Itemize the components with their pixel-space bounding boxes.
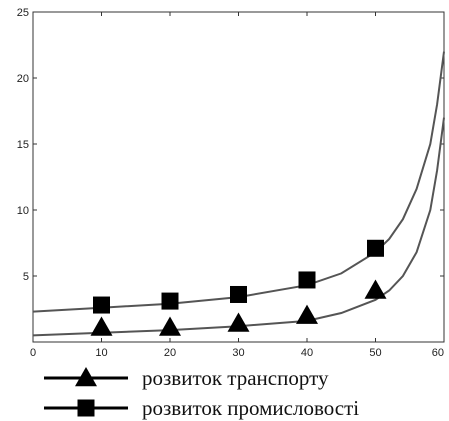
legend-label-0: розвиток транспорту xyxy=(142,366,329,390)
y-tick-label: 25 xyxy=(17,7,29,19)
series-line-1 xyxy=(32,51,445,313)
data-point-triangle xyxy=(364,279,387,299)
y-tick-label: 15 xyxy=(17,139,29,151)
legend-marker-triangle xyxy=(75,367,97,387)
y-tick-label: 5 xyxy=(23,271,29,283)
data-point-square xyxy=(367,239,384,257)
y-axis: 5 10 15 20 25 xyxy=(17,7,444,283)
legend-label-1: розвиток промисловості xyxy=(142,396,359,420)
data-point-triangle xyxy=(296,304,318,324)
y-tick-label: 10 xyxy=(17,205,29,217)
data-point-square xyxy=(230,285,247,303)
x-tick-label: 60 xyxy=(432,347,444,359)
data-point-triangle xyxy=(227,312,250,332)
legend-marker-square xyxy=(77,399,95,417)
x-axis: 0 10 20 30 40 50 60 xyxy=(30,12,445,359)
series-0 xyxy=(32,117,445,337)
x-tick-label: 30 xyxy=(232,347,244,359)
legend: розвиток транспорту розвиток промисловост… xyxy=(44,366,359,420)
series-layer xyxy=(32,51,445,337)
x-tick-label: 0 xyxy=(30,347,36,359)
x-tick-label: 40 xyxy=(301,347,313,359)
data-point-square xyxy=(93,296,110,314)
data-point-square xyxy=(298,271,316,289)
data-point-square xyxy=(161,292,179,310)
y-tick-label: 20 xyxy=(17,73,29,85)
data-point-triangle xyxy=(90,316,113,336)
data-point-triangle xyxy=(159,316,181,336)
x-tick-label: 50 xyxy=(369,347,381,359)
x-tick-label: 20 xyxy=(164,347,176,359)
x-tick-label: 10 xyxy=(95,347,107,359)
series-1 xyxy=(32,51,445,314)
